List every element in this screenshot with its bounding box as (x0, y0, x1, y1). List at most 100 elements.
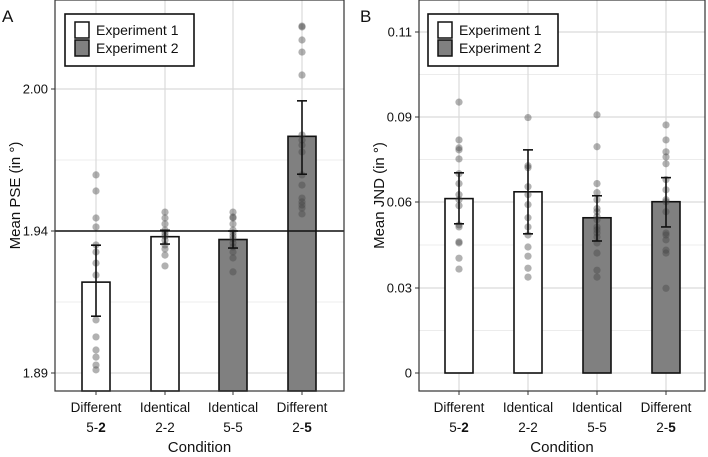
error-bar (297, 100, 307, 175)
data-point (662, 236, 670, 244)
data-point (455, 155, 463, 163)
x-tick-label-bold: 5 (668, 420, 676, 435)
x-tick-label-normal: 2- (656, 420, 668, 435)
x-tick-label-line1: Different (277, 400, 328, 415)
data-point (92, 366, 100, 374)
y-axis-title: Mean JND (in °) (371, 142, 388, 249)
data-point (455, 239, 463, 247)
legend-label: Experiment 1 (459, 22, 542, 38)
y-tick-label: 0.03 (387, 281, 412, 296)
panel-label: B (360, 7, 371, 26)
data-point (92, 353, 100, 361)
y-tick-label: 0 (405, 366, 412, 381)
error-bar (592, 194, 602, 242)
data-point (593, 273, 601, 281)
bar (651, 200, 681, 374)
x-tick-label-line1: Identical (503, 400, 553, 415)
data-point (662, 121, 670, 129)
data-point (161, 241, 169, 249)
error-bar (661, 176, 671, 228)
legend-swatch (74, 21, 90, 39)
data-point (298, 23, 306, 31)
data-point (455, 223, 463, 231)
x-tick-label-line2: 2-5 (292, 420, 312, 435)
data-point (662, 246, 670, 254)
data-point (455, 98, 463, 106)
data-point (593, 266, 601, 274)
data-point (298, 71, 306, 79)
x-tick-label-normal: 5-5 (587, 420, 607, 435)
x-tick-label-line1: Identical (572, 400, 622, 415)
data-point (662, 284, 670, 292)
data-point (161, 208, 169, 216)
data-point (524, 252, 532, 260)
data-point (455, 146, 463, 154)
error-bar (523, 149, 533, 235)
x-tick-label-bold: 5 (304, 420, 312, 435)
bar (582, 216, 612, 374)
x-tick-label-line2: 5-2 (449, 420, 469, 435)
data-point (298, 201, 306, 209)
x-tick-label-line2: 5-5 (223, 420, 243, 435)
data-point (92, 187, 100, 195)
data-point (92, 171, 100, 179)
x-axis-title: Condition (168, 439, 231, 456)
data-point (662, 160, 670, 168)
data-point (161, 251, 169, 259)
x-tick-label-normal: 2-2 (155, 420, 175, 435)
data-point (92, 361, 100, 369)
x-tick-label-bold: 2 (98, 420, 106, 435)
data-point (662, 136, 670, 144)
data-point (524, 264, 532, 272)
x-tick-label-line1: Identical (208, 400, 258, 415)
x-tick-label-normal: 2-2 (518, 420, 538, 435)
y-tick-label: 0.09 (387, 110, 412, 125)
data-point (298, 48, 306, 56)
y-tick-label: 0.11 (388, 25, 412, 40)
data-point (92, 316, 100, 324)
data-point (161, 262, 169, 270)
data-point (524, 243, 532, 251)
legend-label: Experiment 1 (96, 22, 179, 38)
x-tick-label-normal: 5- (449, 420, 461, 435)
data-point (92, 223, 100, 231)
bar (150, 235, 180, 392)
data-point (662, 153, 670, 161)
data-point (229, 254, 237, 262)
x-tick-label-normal: 2- (292, 420, 304, 435)
x-tick-label-normal: 5- (86, 420, 98, 435)
bar (218, 238, 248, 392)
y-axis-title: Mean PSE (in °) (7, 142, 24, 250)
legend-label: Experiment 2 (459, 40, 542, 56)
x-tick-label-line2: 5-2 (86, 420, 106, 435)
data-point (662, 249, 670, 257)
data-point (662, 148, 670, 156)
data-point (593, 111, 601, 119)
x-tick-label-line1: Different (434, 400, 485, 415)
y-tick-label: 0.06 (387, 195, 412, 210)
data-point (298, 194, 306, 202)
x-tick-label-line2: 2-2 (155, 420, 175, 435)
error-bar (91, 244, 101, 318)
x-tick-label-bold: 2 (461, 420, 469, 435)
data-point (161, 220, 169, 228)
data-point (298, 181, 306, 189)
x-tick-label-line2: 2-5 (656, 420, 676, 435)
x-tick-label-line1: Identical (140, 400, 190, 415)
data-point (161, 245, 169, 253)
data-point (593, 143, 601, 151)
x-axis-title: Condition (530, 439, 593, 456)
data-point (229, 268, 237, 276)
data-point (229, 214, 237, 222)
data-point (229, 226, 237, 234)
data-point (161, 214, 169, 222)
plot-frame (54, 0, 345, 392)
legend-swatch (74, 39, 90, 57)
legend: Experiment 1 Experiment 2 (64, 13, 195, 67)
data-point (455, 265, 463, 273)
data-point (298, 210, 306, 218)
data-point (455, 238, 463, 246)
x-tick-label-line2: 2-2 (518, 420, 538, 435)
data-point (92, 214, 100, 222)
data-point (524, 113, 532, 122)
